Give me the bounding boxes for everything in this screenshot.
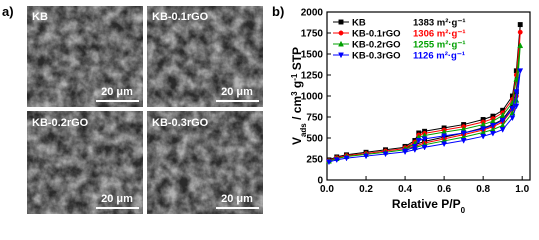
y-tick-label: 2000	[301, 8, 324, 19]
marker	[490, 122, 496, 129]
panel-label: b)	[272, 4, 284, 19]
marker	[480, 133, 487, 140]
legend-label: KB-0.1rGO	[352, 29, 401, 40]
y-axis-label: Vads / cm3 g-1 STP	[290, 47, 308, 145]
marker	[490, 130, 496, 137]
legend-marker	[338, 40, 344, 47]
sem-image: KB-0.3rGO 20 μm	[147, 111, 263, 214]
marker	[513, 89, 520, 96]
legend-label: KB-0.3rGO	[352, 51, 401, 62]
x-axis-label-part: 0	[461, 206, 466, 215]
marker	[421, 144, 428, 151]
legend-marker	[338, 52, 344, 59]
y-tick-label: 1750	[301, 29, 324, 40]
legend-label: KB-0.2rGO	[352, 40, 401, 51]
image-label: KB-0.2rGO	[32, 117, 89, 129]
x-tick-label: 0.0	[320, 184, 334, 195]
x-tick-label: 1.0	[515, 184, 529, 195]
y-axis-label-part: 3	[290, 91, 299, 96]
legend-marker	[338, 19, 344, 25]
y-tick-label: 1500	[301, 50, 324, 61]
sem-grid: KB 20 μm KB-0.1rGO 20 μm KB-0.2rGO 20 μm…	[27, 6, 263, 214]
marker	[513, 75, 520, 82]
marker	[499, 117, 506, 124]
x-tick-label: 0.4	[398, 184, 412, 195]
marker	[421, 136, 428, 143]
legend-label: KB	[352, 18, 366, 29]
scale-bar-label: 20 μm	[221, 193, 253, 205]
sem-image: KB-0.1rGO 20 μm	[147, 6, 263, 107]
y-axis-label-part: ads	[299, 123, 308, 137]
legend-annotation: 1255 m²·g⁻¹	[413, 40, 466, 51]
image-label: KB-0.3rGO	[152, 117, 209, 129]
y-tick-label: 500	[306, 134, 323, 145]
marker	[441, 133, 448, 140]
figure: a) KB 20 μm KB-0.1rGO 20 μm KB-0.2rGO 20…	[2, 4, 531, 215]
y-axis-label-part: V	[290, 137, 304, 145]
marker	[517, 22, 523, 28]
y-tick-label: 1250	[301, 71, 324, 82]
marker	[343, 155, 350, 162]
marker	[363, 153, 369, 160]
marker	[333, 157, 340, 164]
x-axis-label-part: Relative P/P	[392, 197, 461, 211]
marker	[402, 148, 408, 155]
x-tick-label: 0.2	[359, 184, 373, 195]
marker	[460, 130, 467, 137]
image-label: KB	[32, 11, 48, 23]
sem-image: KB-0.2rGO 20 μm	[27, 111, 143, 214]
marker	[441, 141, 448, 148]
y-tick-label: 750	[306, 113, 323, 124]
legend-annotation: 1383 m²·g⁻¹	[413, 18, 466, 29]
marker	[517, 42, 524, 49]
marker	[517, 68, 524, 75]
sem-image: KB 20 μm	[27, 6, 143, 107]
marker	[509, 106, 516, 112]
y-axis-label-part: STP	[290, 47, 304, 74]
y-axis-label-part: -1	[290, 73, 299, 81]
y-tick-label: 250	[306, 155, 323, 166]
marker	[499, 112, 506, 118]
marker	[411, 143, 418, 150]
x-tick-label: 0.8	[476, 184, 490, 195]
legend-marker	[338, 30, 344, 36]
image-label: KB-0.1rGO	[152, 11, 209, 23]
marker	[415, 138, 422, 144]
legend-annotation: 1126 m²·g⁻¹	[413, 51, 465, 62]
legend-annotation: 1306 m²·g⁻¹	[413, 29, 466, 40]
marker	[460, 138, 467, 144]
marker	[509, 115, 516, 122]
x-axis-label: Relative P/P0	[392, 197, 466, 215]
scale-bar-label: 20 μm	[101, 193, 133, 205]
marker	[480, 126, 487, 133]
marker	[382, 151, 389, 158]
y-tick-label: 1000	[301, 92, 324, 103]
y-axis-label-part: g	[290, 81, 304, 92]
marker	[517, 29, 523, 35]
marker	[326, 159, 332, 166]
scale-bar-label: 20 μm	[221, 86, 253, 98]
y-tick-label: 0	[317, 176, 323, 187]
marker	[499, 127, 506, 133]
x-tick-label: 0.6	[437, 184, 451, 195]
panel-label: a)	[2, 4, 14, 19]
scale-bar-label: 20 μm	[101, 86, 133, 98]
y-axis-label-part: / cm	[290, 96, 304, 123]
